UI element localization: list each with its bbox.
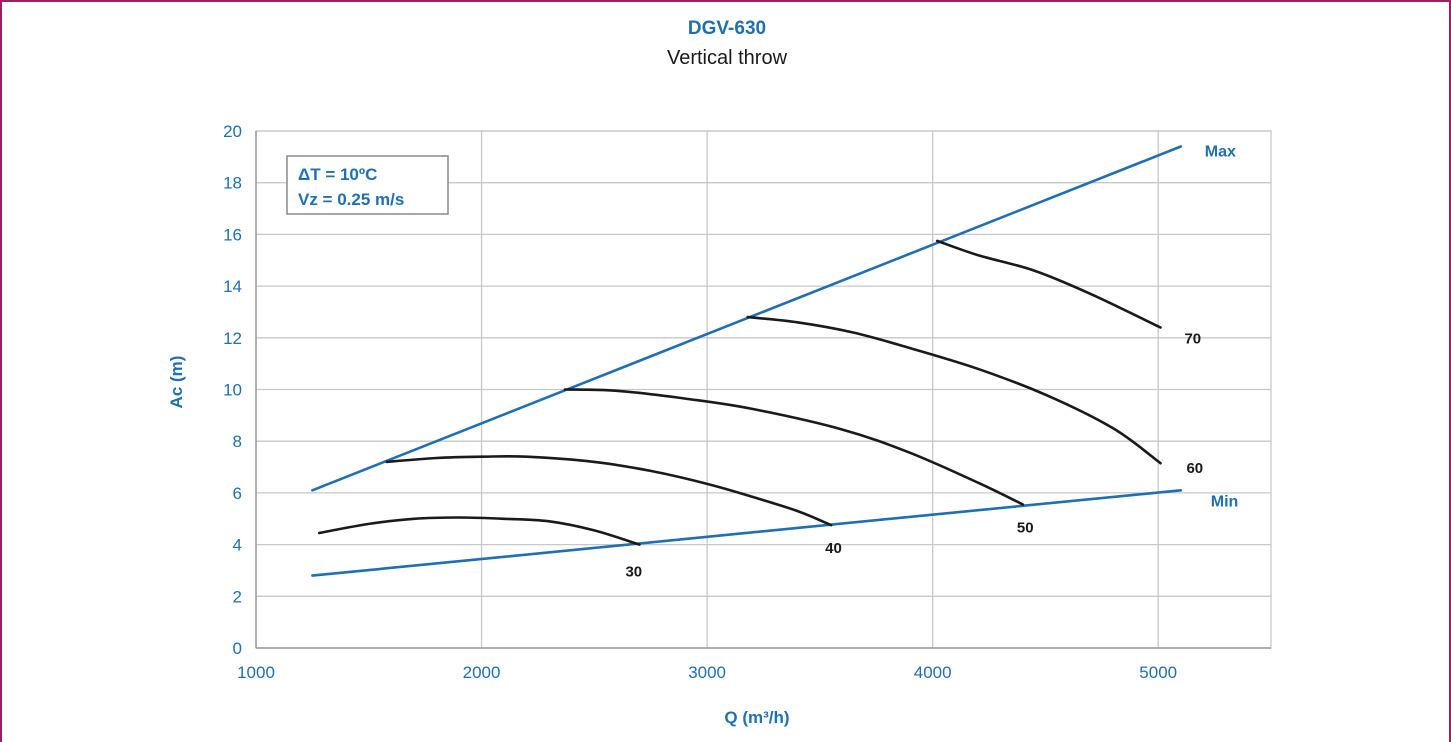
series-line-max xyxy=(311,145,1183,492)
chart-title: DGV-630 xyxy=(688,18,766,39)
series-label-50: 50 xyxy=(1017,520,1034,537)
series-line-40 xyxy=(385,454,833,527)
tick-labels: 0 2 4 6 8 10 12 14 16 18 20 1000 2000 3000 4000 5000 xyxy=(223,122,1177,682)
series-label-30: 30 xyxy=(625,564,642,581)
annotation-box: ΔT = 10ºC Vz = 0.25 m/s xyxy=(286,155,449,215)
y-axis-label: Ac (m) xyxy=(167,356,186,409)
series-label-60: 60 xyxy=(1186,460,1203,477)
series-line-min xyxy=(311,489,1183,577)
y-tick-label: 18 xyxy=(223,174,242,193)
annotation-box-frame xyxy=(286,155,449,215)
y-tick-label: 4 xyxy=(233,536,242,555)
y-tick-label: 12 xyxy=(223,329,242,348)
series-line-30 xyxy=(317,516,641,546)
series-label-40: 40 xyxy=(825,540,842,557)
y-tick-label: 2 xyxy=(233,587,242,606)
chart-subtitle: Vertical throw xyxy=(667,47,788,69)
x-tick-label: 4000 xyxy=(914,663,952,682)
annotation-delta-t: ΔT = 10ºC xyxy=(298,165,377,184)
x-tick-label: 3000 xyxy=(688,663,726,682)
y-tick-label: 0 xyxy=(233,639,242,658)
x-axis-label: Q (m³/h) xyxy=(724,708,789,727)
y-tick-label: 6 xyxy=(233,484,242,503)
y-tick-label: 10 xyxy=(223,381,242,400)
series-line-50 xyxy=(563,388,1025,506)
series-line-60 xyxy=(746,315,1162,465)
axes xyxy=(255,130,1272,649)
series-label-70: 70 xyxy=(1184,330,1201,347)
x-tick-label: 1000 xyxy=(237,663,275,682)
y-tick-label: 8 xyxy=(233,432,242,451)
series-labels: Max Min 30 40 50 60 70 xyxy=(625,144,1238,581)
annotation-vz: Vz = 0.25 m/s xyxy=(298,190,404,209)
y-tick-label: 16 xyxy=(223,225,242,244)
x-tick-label: 2000 xyxy=(463,663,501,682)
y-tick-label: 20 xyxy=(223,122,242,141)
series-lines xyxy=(311,145,1183,577)
series-label-min: Min xyxy=(1211,493,1239,510)
series-line-70 xyxy=(935,239,1162,329)
series-label-max: Max xyxy=(1205,144,1236,161)
x-tick-label: 5000 xyxy=(1139,663,1177,682)
y-tick-label: 14 xyxy=(223,277,242,296)
